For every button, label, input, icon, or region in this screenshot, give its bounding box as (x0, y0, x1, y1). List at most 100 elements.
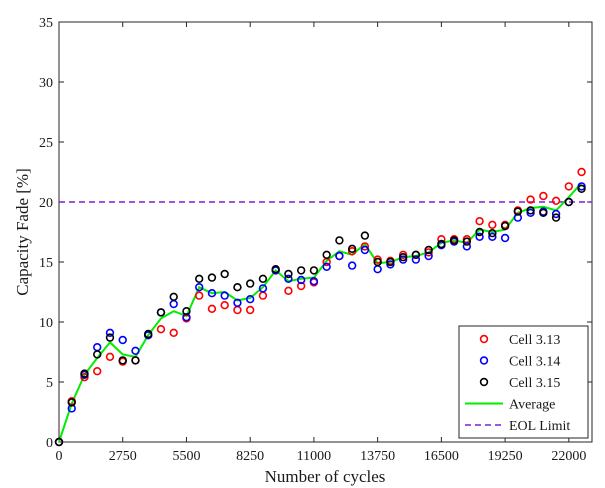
cell-3-13-point (551, 196, 561, 206)
cell-3-14-point (220, 291, 229, 300)
cell-3-15-point (475, 227, 484, 237)
y-tick-label: 30 (39, 76, 53, 91)
cell-3-15-point (169, 292, 178, 301)
cell-3-13-point (564, 182, 574, 191)
cell-3-15-point (488, 229, 497, 238)
x-tick-label: 11000 (297, 449, 331, 464)
cell-3-14-point (475, 232, 484, 242)
x-axis-label: Number of cycles (265, 467, 386, 486)
cell-3-14-point (360, 245, 370, 255)
cell-3-15-point (526, 206, 535, 215)
cell-3-14-point (462, 242, 472, 251)
cell-3-14-point (233, 298, 242, 307)
cell-3-13-point (245, 305, 255, 315)
cell-3-14-point (322, 262, 331, 271)
cell-3-15-point (513, 207, 523, 216)
y-tick-label: 20 (39, 196, 53, 211)
x-tick-label: 22000 (551, 449, 586, 464)
scatter-markers (54, 167, 586, 447)
cell-3-13-point (284, 286, 293, 295)
cell-3-15-point (131, 356, 140, 365)
cell-3-15-point (360, 231, 370, 240)
x-tick-label: 2750 (109, 449, 137, 464)
cell-3-14-point (245, 295, 255, 304)
cell-3-15-point (67, 398, 76, 407)
cell-3-14-point (347, 261, 357, 270)
y-tick-label: 10 (39, 316, 53, 331)
cell-3-15-point (118, 356, 127, 365)
cell-3-15-point (309, 266, 319, 275)
cell-3-13-point (539, 191, 548, 201)
cell-3-14-point (207, 289, 217, 298)
cell-3-15-point (577, 184, 586, 194)
cell-3-14-point (411, 255, 421, 264)
cell-3-15-point (54, 437, 64, 447)
cell-3-15-point (156, 308, 166, 317)
cell-3-13-point (437, 235, 446, 244)
cell-3-15-point (398, 253, 408, 262)
legend-label-cell-3-14: Cell 3.14 (509, 355, 560, 370)
cell-3-15-point (182, 307, 191, 316)
x-tick-label: 16500 (424, 449, 459, 464)
cell-3-15-point (93, 350, 102, 359)
cell-3-15-point (551, 213, 561, 222)
cell-3-15-point (195, 274, 204, 283)
legend-label-eol-limit: EOL Limit (509, 419, 570, 434)
cell-3-15-point (335, 236, 344, 245)
cell-3-14-point (118, 335, 127, 345)
legend-marker-cell-3-13 (479, 334, 489, 344)
cell-3-14-point (258, 284, 268, 293)
cell-3-15-point (373, 257, 382, 267)
cell-3-13-point (195, 291, 204, 300)
cell-3-14-point (195, 283, 204, 292)
cell-3-14-point (551, 209, 561, 219)
cell-3-13-point (488, 220, 497, 230)
cell-3-15-point (245, 279, 255, 288)
cell-3-14-point (131, 346, 140, 355)
legend-label-average: Average (509, 398, 555, 413)
cell-3-15-point (144, 329, 153, 339)
cell-3-15-point (220, 269, 229, 279)
x-tick-label: 13750 (360, 449, 395, 464)
cell-3-13-point (169, 328, 178, 337)
x-tick-label: 5500 (172, 449, 200, 464)
cell-3-13-point (360, 242, 370, 251)
cell-3-15-point (386, 257, 395, 267)
cell-3-15-point (233, 283, 242, 292)
y-tick-label: 15 (39, 256, 53, 271)
cell-3-13-point (105, 352, 115, 361)
cell-3-15-point (296, 266, 306, 275)
cell-3-15-point (462, 237, 472, 246)
cell-3-15-point (424, 245, 433, 255)
legend-items: Cell 3.13 Cell 3.14 Cell 3.15 Average EOL Li… (465, 333, 570, 434)
cell-3-15-point (322, 250, 331, 260)
y-tick-label: 35 (39, 16, 53, 31)
cell-3-13-point (475, 217, 484, 226)
cell-3-14-point (284, 274, 293, 283)
cell-3-13-point (93, 367, 102, 376)
x-tick-label: 19250 (488, 449, 523, 464)
legend-label-cell-3-15: Cell 3.15 (509, 376, 560, 391)
cell-3-13-point (156, 325, 166, 334)
y-axis-label: Capacity Fade [%] (13, 168, 32, 295)
cell-3-15-point (564, 197, 574, 207)
cell-3-14-point (500, 233, 510, 243)
cell-3-13-point (220, 301, 229, 310)
cell-3-15-point (207, 273, 217, 282)
y-tick-label: 25 (39, 136, 53, 151)
x-tick-label: 8250 (236, 449, 264, 464)
cell-3-13-point (526, 195, 535, 204)
cell-3-15-point (411, 250, 421, 260)
axis-ticks: 0 2750 5500 8250 11000 13750 16500 19250 22000 0 5… (39, 16, 592, 464)
legend-marker-cell-3-14 (479, 356, 489, 365)
y-tick-label: 0 (46, 436, 53, 451)
cell-3-15-point (347, 244, 357, 254)
cell-3-15-point (80, 369, 89, 378)
cell-3-15-point (539, 208, 548, 218)
cell-3-14-point (335, 251, 344, 261)
cell-3-13-point (577, 167, 586, 177)
cell-3-15-point (105, 333, 115, 342)
cell-3-15-point (500, 221, 510, 231)
cell-3-15-point (284, 269, 293, 279)
cell-3-15-point (258, 274, 268, 283)
